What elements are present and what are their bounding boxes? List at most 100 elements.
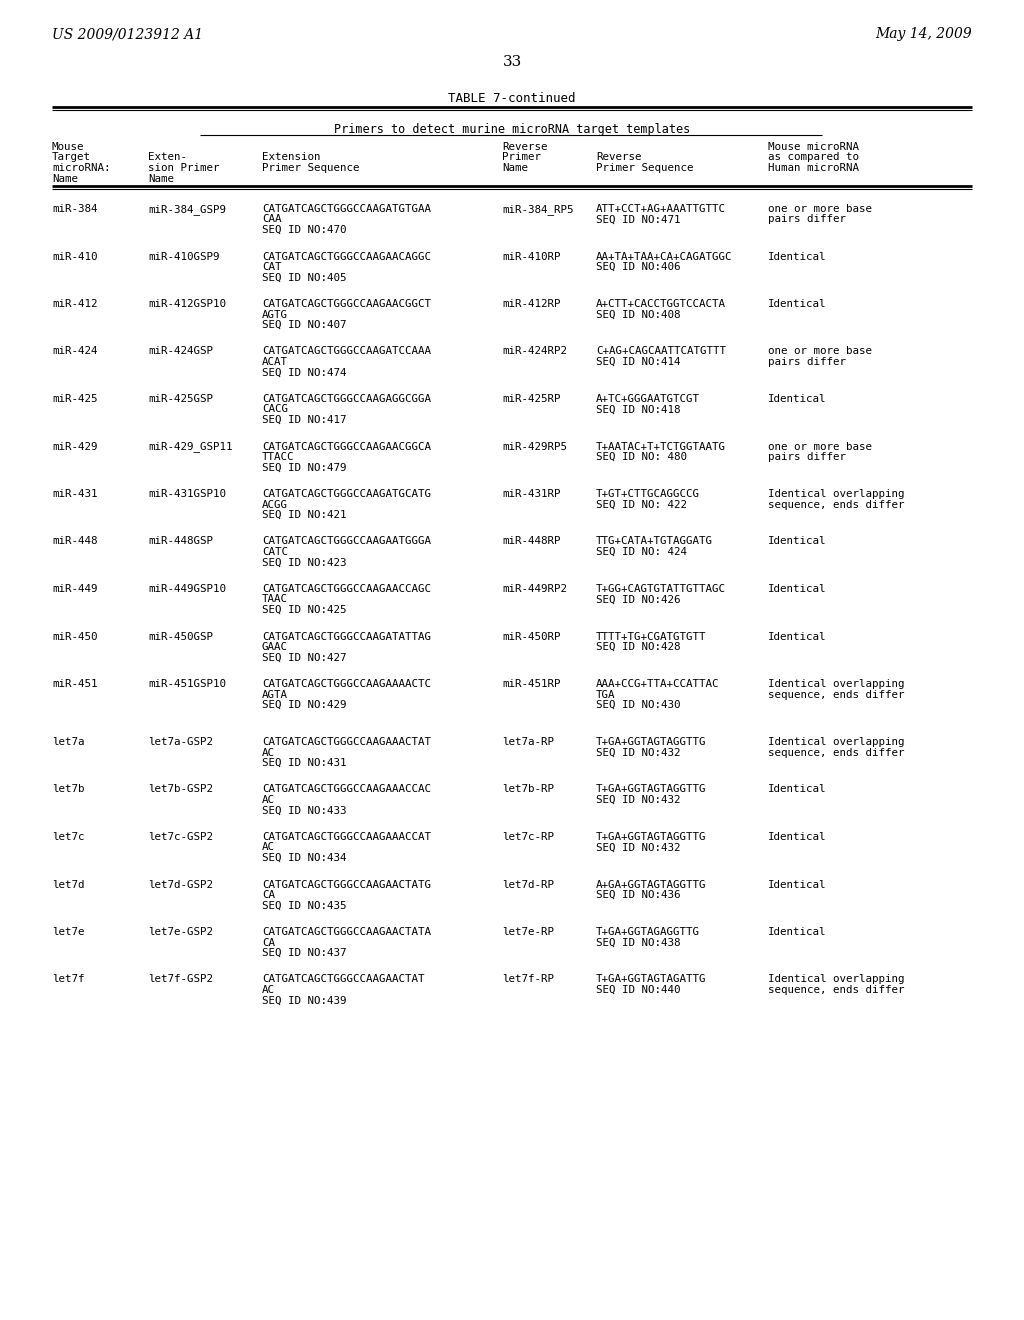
Text: CATGATCAGCTGGGCCAAGATATTAG: CATGATCAGCTGGGCCAAGATATTAG	[262, 631, 431, 642]
Text: miR-384_GSP9: miR-384_GSP9	[148, 205, 226, 215]
Text: miR-431GSP10: miR-431GSP10	[148, 488, 226, 499]
Text: SEQ ID NO:437: SEQ ID NO:437	[262, 948, 346, 958]
Text: CATGATCAGCTGGGCCAAGAATGGGA: CATGATCAGCTGGGCCAAGAATGGGA	[262, 536, 431, 546]
Text: miR-384_RP5: miR-384_RP5	[502, 205, 573, 215]
Text: sion Primer: sion Primer	[148, 162, 219, 173]
Text: TTG+CATA+TGTAGGATG: TTG+CATA+TGTAGGATG	[596, 536, 713, 546]
Text: 33: 33	[503, 55, 521, 69]
Text: SEQ ID NO: 480: SEQ ID NO: 480	[596, 451, 687, 462]
Text: SEQ ID NO:427: SEQ ID NO:427	[262, 652, 346, 663]
Text: A+CTT+CACCTGGTCCACTA: A+CTT+CACCTGGTCCACTA	[596, 300, 726, 309]
Text: SEQ ID NO:428: SEQ ID NO:428	[596, 642, 681, 652]
Text: AGTG: AGTG	[262, 309, 288, 319]
Text: T+GA+GGTAGTAGGTTG: T+GA+GGTAGTAGGTTG	[596, 832, 707, 842]
Text: AC: AC	[262, 747, 275, 758]
Text: CA: CA	[262, 937, 275, 948]
Text: T+GG+CAGTGTATTGTTAGC: T+GG+CAGTGTATTGTTAGC	[596, 583, 726, 594]
Text: Identical: Identical	[768, 252, 826, 261]
Text: Name: Name	[502, 162, 528, 173]
Text: one or more base: one or more base	[768, 346, 872, 356]
Text: GAAC: GAAC	[262, 642, 288, 652]
Text: miR-424GSP: miR-424GSP	[148, 346, 213, 356]
Text: SEQ ID NO:418: SEQ ID NO:418	[596, 404, 681, 414]
Text: miR-451: miR-451	[52, 678, 97, 689]
Text: SEQ ID NO:423: SEQ ID NO:423	[262, 557, 346, 568]
Text: miR-384: miR-384	[52, 205, 97, 214]
Text: A+GA+GGTAGTAGGTTG: A+GA+GGTAGTAGGTTG	[596, 879, 707, 890]
Text: SEQ ID NO:421: SEQ ID NO:421	[262, 510, 346, 520]
Text: pairs differ: pairs differ	[768, 451, 846, 462]
Text: CATGATCAGCTGGGCCAAGATGCATG: CATGATCAGCTGGGCCAAGATGCATG	[262, 488, 431, 499]
Text: Identical: Identical	[768, 393, 826, 404]
Text: Identical: Identical	[768, 879, 826, 890]
Text: AGTA: AGTA	[262, 689, 288, 700]
Text: Name: Name	[148, 173, 174, 183]
Text: let7d-RP: let7d-RP	[502, 879, 554, 890]
Text: Identical: Identical	[768, 784, 826, 795]
Text: miR-451RP: miR-451RP	[502, 678, 560, 689]
Text: TAAC: TAAC	[262, 594, 288, 605]
Text: Identical: Identical	[768, 631, 826, 642]
Text: CATGATCAGCTGGGCCAAGAAACTAT: CATGATCAGCTGGGCCAAGAAACTAT	[262, 737, 431, 747]
Text: sequence, ends differ: sequence, ends differ	[768, 499, 904, 510]
Text: miR-449RP2: miR-449RP2	[502, 583, 567, 594]
Text: miR-412RP: miR-412RP	[502, 300, 560, 309]
Text: miR-448RP: miR-448RP	[502, 536, 560, 546]
Text: let7c: let7c	[52, 832, 85, 842]
Text: pairs differ: pairs differ	[768, 214, 846, 224]
Text: SEQ ID NO:439: SEQ ID NO:439	[262, 995, 346, 1006]
Text: let7f-GSP2: let7f-GSP2	[148, 974, 213, 985]
Text: miR-410GSP9: miR-410GSP9	[148, 252, 219, 261]
Text: US 2009/0123912 A1: US 2009/0123912 A1	[52, 26, 203, 41]
Text: SEQ ID NO:433: SEQ ID NO:433	[262, 805, 346, 816]
Text: sequence, ends differ: sequence, ends differ	[768, 747, 904, 758]
Text: CATGATCAGCTGGGCCAAGATCCAAA: CATGATCAGCTGGGCCAAGATCCAAA	[262, 346, 431, 356]
Text: T+GA+GGTAGTAGGTTG: T+GA+GGTAGTAGGTTG	[596, 784, 707, 795]
Text: T+GT+CTTGCAGGCCG: T+GT+CTTGCAGGCCG	[596, 488, 700, 499]
Text: miR-410: miR-410	[52, 252, 97, 261]
Text: Exten-: Exten-	[148, 153, 187, 162]
Text: SEQ ID NO:435: SEQ ID NO:435	[262, 900, 346, 911]
Text: CAA: CAA	[262, 214, 282, 224]
Text: T+GA+GGTAGTAGATTG: T+GA+GGTAGTAGATTG	[596, 974, 707, 985]
Text: CATC: CATC	[262, 546, 288, 557]
Text: let7f: let7f	[52, 974, 85, 985]
Text: let7e: let7e	[52, 927, 85, 937]
Text: miR-410RP: miR-410RP	[502, 252, 560, 261]
Text: AAA+CCG+TTA+CCATTAC: AAA+CCG+TTA+CCATTAC	[596, 678, 720, 689]
Text: SEQ ID NO:440: SEQ ID NO:440	[596, 985, 681, 995]
Text: ATT+CCT+AG+AAATTGTTC: ATT+CCT+AG+AAATTGTTC	[596, 205, 726, 214]
Text: miR-424: miR-424	[52, 346, 97, 356]
Text: Reverse: Reverse	[502, 143, 548, 152]
Text: CA: CA	[262, 890, 275, 900]
Text: T+GA+GGTAGAGGTTG: T+GA+GGTAGAGGTTG	[596, 927, 700, 937]
Text: microRNA:: microRNA:	[52, 162, 111, 173]
Text: TABLE 7-continued: TABLE 7-continued	[449, 92, 575, 106]
Text: SEQ ID NO:431: SEQ ID NO:431	[262, 758, 346, 768]
Text: sequence, ends differ: sequence, ends differ	[768, 985, 904, 995]
Text: AC: AC	[262, 985, 275, 995]
Text: let7c-RP: let7c-RP	[502, 832, 554, 842]
Text: let7e-RP: let7e-RP	[502, 927, 554, 937]
Text: sequence, ends differ: sequence, ends differ	[768, 689, 904, 700]
Text: SEQ ID NO:426: SEQ ID NO:426	[596, 594, 681, 605]
Text: T+AATAC+T+TCTGGTAATG: T+AATAC+T+TCTGGTAATG	[596, 441, 726, 451]
Text: miR-450: miR-450	[52, 631, 97, 642]
Text: miR-425RP: miR-425RP	[502, 393, 560, 404]
Text: Identical: Identical	[768, 536, 826, 546]
Text: miR-450RP: miR-450RP	[502, 631, 560, 642]
Text: CATGATCAGCTGGGCCAAGAAAACTC: CATGATCAGCTGGGCCAAGAAAACTC	[262, 678, 431, 689]
Text: Target: Target	[52, 153, 91, 162]
Text: miR-425GSP: miR-425GSP	[148, 393, 213, 404]
Text: miR-429RP5: miR-429RP5	[502, 441, 567, 451]
Text: SEQ ID NO:436: SEQ ID NO:436	[596, 890, 681, 900]
Text: CACG: CACG	[262, 404, 288, 414]
Text: TTTT+TG+CGATGTGTT: TTTT+TG+CGATGTGTT	[596, 631, 707, 642]
Text: Primers to detect murine microRNA target templates: Primers to detect murine microRNA target…	[334, 123, 690, 136]
Text: let7d-GSP2: let7d-GSP2	[148, 879, 213, 890]
Text: CATGATCAGCTGGGCCAAGAACGGCA: CATGATCAGCTGGGCCAAGAACGGCA	[262, 441, 431, 451]
Text: C+AG+CAGCAATTCATGTTT: C+AG+CAGCAATTCATGTTT	[596, 346, 726, 356]
Text: Primer: Primer	[502, 153, 541, 162]
Text: Identical overlapping: Identical overlapping	[768, 974, 904, 985]
Text: CATGATCAGCTGGGCCAAGAACCAGC: CATGATCAGCTGGGCCAAGAACCAGC	[262, 583, 431, 594]
